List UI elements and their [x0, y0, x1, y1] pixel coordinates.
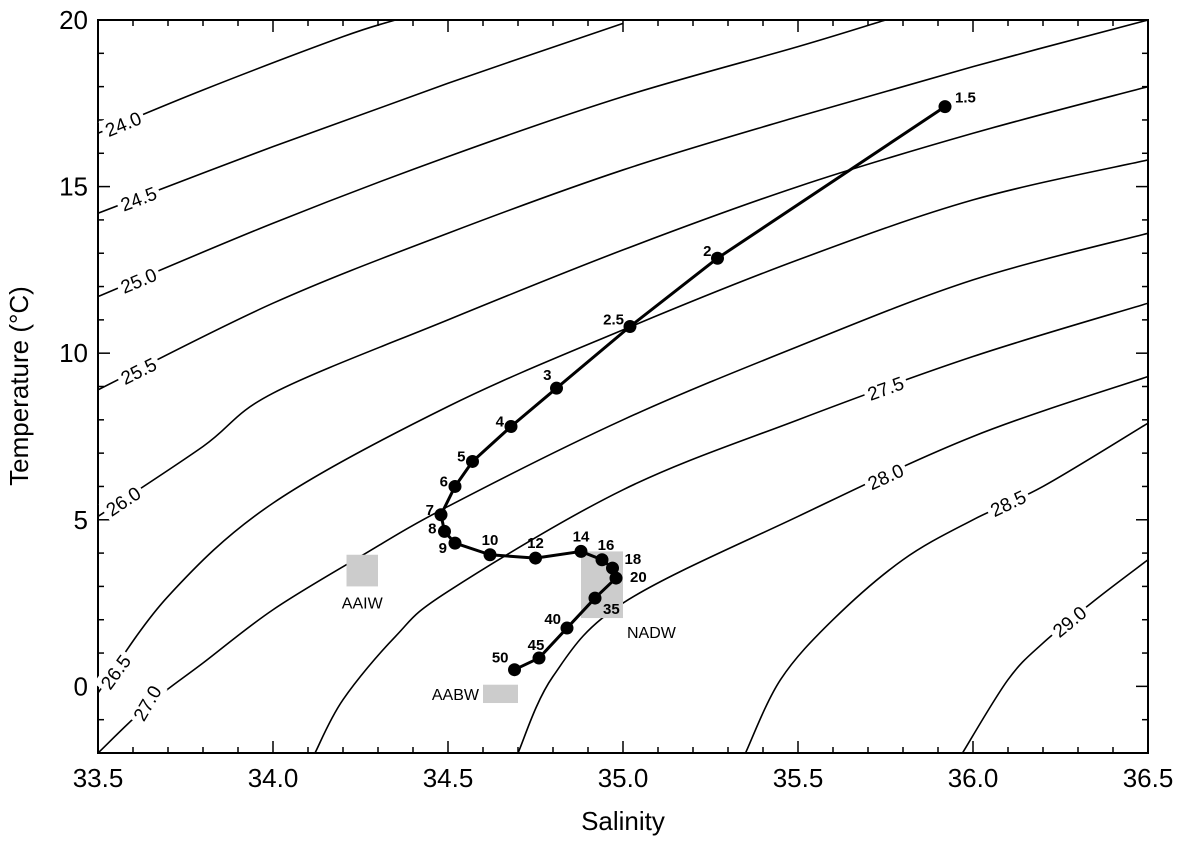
data-point-7	[434, 508, 448, 522]
isopycnal-25.0	[98, 20, 886, 298]
x-tick-label: 33.5	[73, 763, 124, 793]
data-point-label-2: 2	[703, 243, 711, 260]
data-point-label-1.5: 1.5	[955, 90, 976, 107]
data-point-label-20: 20	[630, 569, 647, 586]
isopycnal-labels: 24.024.525.025.526.026.527.027.528.028.5…	[93, 105, 1094, 728]
y-tick-label: 5	[74, 505, 88, 535]
x-tick-label: 34.5	[423, 763, 474, 793]
svg-text:25.0: 25.0	[118, 265, 160, 299]
y-tick-label: 20	[59, 5, 88, 35]
water-mass-label-nadw: NADW	[627, 625, 677, 642]
isopycnal-layer	[98, 20, 1148, 753]
data-point-label-45: 45	[528, 637, 545, 654]
data-point-label-50: 50	[492, 650, 509, 667]
data-point-10	[483, 548, 497, 562]
isopycnal-label-28.0: 28.0	[860, 457, 911, 496]
data-point-16	[595, 553, 609, 567]
svg-text:24.0: 24.0	[103, 108, 145, 142]
isopycnal-label-29.0: 29.0	[1045, 598, 1094, 644]
data-point-label-35: 35	[603, 601, 620, 618]
svg-text:24.5: 24.5	[118, 184, 160, 217]
data-point-45	[532, 651, 546, 665]
x-tick-label: 35.5	[773, 763, 824, 793]
data-point-50	[508, 663, 521, 677]
data-point-label-12: 12	[527, 535, 544, 552]
data-point-9	[448, 536, 462, 550]
data-point-1.5	[938, 100, 952, 114]
data-point-label-8: 8	[428, 520, 436, 537]
data-point-35	[588, 591, 602, 605]
isopycnal-label-24.0: 24.0	[98, 105, 148, 143]
isopycnal-26.5	[98, 159, 1148, 694]
water-mass-layer: AAIW NADW AABW	[342, 551, 677, 704]
data-point-18	[606, 561, 619, 575]
isopycnal-label-24.5: 24.5	[114, 180, 163, 217]
data-point-14	[574, 544, 588, 558]
water-mass-aaiw	[346, 554, 378, 587]
data-point-5	[466, 454, 479, 468]
data-point-6	[448, 479, 462, 493]
x-tick-label: 36.5	[1123, 763, 1174, 793]
isopycnal-27.5	[314, 302, 1148, 753]
isopycnal-label-25.0: 25.0	[113, 261, 164, 300]
y-tick-label: 10	[59, 338, 88, 368]
axes: 33.5 34.0 34.5 35.0 35.5 36.0 36.5 0 5 10 15 20	[59, 5, 1173, 793]
x-axis-title: Salinity	[581, 806, 665, 836]
isopycnal-label-25.5: 25.5	[113, 351, 164, 391]
y-tick-label: 0	[74, 671, 88, 701]
svg-text:27.5: 27.5	[865, 373, 907, 405]
isopycnal-29.0	[961, 559, 1148, 753]
data-point-3	[550, 381, 563, 395]
data-point-2	[711, 251, 724, 265]
data-point-4	[504, 419, 518, 433]
data-point-label-6: 6	[440, 473, 448, 490]
x-tick-label: 34.0	[248, 763, 299, 793]
water-mass-label-aabw: AABW	[432, 687, 480, 704]
data-point-20	[609, 571, 623, 585]
data-point-2.5	[623, 320, 637, 334]
data-point-12	[529, 551, 542, 565]
data-point-label-10: 10	[482, 532, 499, 549]
plot-frame	[97, 19, 1149, 754]
isopycnal-label-28.5: 28.5	[983, 483, 1033, 523]
isopycnal-28.5	[744, 422, 1148, 753]
isopycnal-26.0	[98, 85, 1148, 518]
isopycnal-25.5	[98, 20, 1148, 391]
isopycnal-label-26.0: 26.0	[98, 479, 148, 523]
water-mass-aabw	[483, 684, 518, 704]
data-point-label-2.5: 2.5	[603, 312, 624, 329]
data-point-label-18: 18	[625, 551, 642, 568]
data-point-label-40: 40	[544, 611, 561, 628]
data-point-40	[560, 621, 574, 635]
x-tick-label: 35.0	[598, 763, 649, 793]
isopycnal-label-27.5: 27.5	[861, 370, 910, 406]
data-point-label-5: 5	[457, 448, 465, 465]
isopycnal-28.0	[517, 375, 1148, 753]
isopycnal-24.5	[98, 22, 624, 214]
y-axis-title: Temperature (°C)	[4, 286, 34, 486]
x-tick-label: 36.0	[948, 763, 999, 793]
data-point-label-7: 7	[426, 502, 434, 519]
water-mass-label-aaiw: AAIW	[342, 595, 384, 612]
data-point-label-3: 3	[543, 367, 551, 384]
data-point-label-9: 9	[439, 540, 447, 557]
data-point-8	[438, 524, 451, 538]
isopycnal-27.0	[98, 232, 1148, 753]
isopycnal-label-27.0: 27.0	[126, 678, 168, 728]
data-point-label-16: 16	[598, 537, 615, 554]
data-point-label-14: 14	[573, 528, 590, 545]
y-tick-label: 15	[59, 172, 88, 202]
data-point-label-4: 4	[496, 413, 505, 430]
